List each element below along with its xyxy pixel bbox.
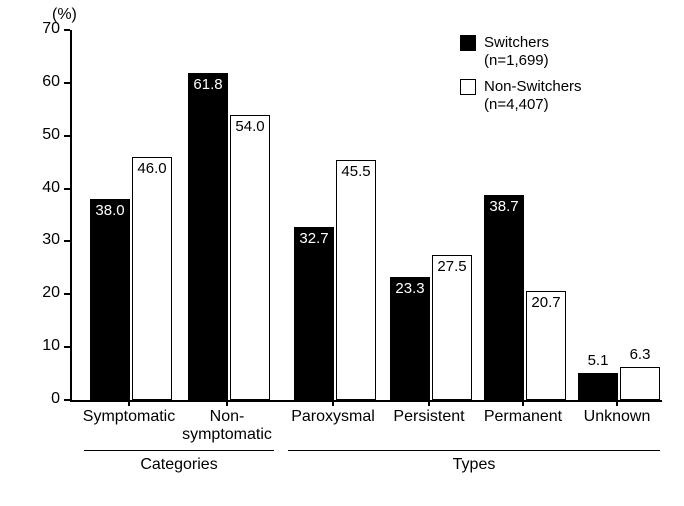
bar-value-label: 54.0 (230, 118, 270, 135)
x-tick (226, 400, 228, 406)
bar-switchers (90, 199, 130, 400)
bar-value-label: 27.5 (432, 258, 472, 275)
y-tick-label: 0 (30, 390, 60, 408)
y-tick-label: 70 (30, 20, 60, 38)
bar-non-switchers (432, 255, 472, 400)
x-axis-label: Non-symptomatic (172, 408, 282, 444)
bar-value-label: 32.7 (294, 230, 334, 247)
legend-text: Non-Switchers(n=4,407) (484, 78, 582, 114)
y-tick (64, 188, 70, 190)
legend-swatch (460, 35, 476, 51)
x-axis-label: Symptomatic (74, 408, 184, 426)
bar-value-label: 38.7 (484, 198, 524, 215)
chart-container: (%) 38.046.061.854.032.745.523.327.538.7… (0, 0, 684, 506)
bar-non-switchers (230, 115, 270, 400)
y-tick-label: 50 (30, 126, 60, 144)
bar-value-label: 5.1 (578, 352, 618, 369)
legend-text: Switchers(n=1,699) (484, 34, 549, 70)
bar-switchers (188, 73, 228, 400)
x-tick (616, 400, 618, 406)
group-label: Categories (84, 456, 274, 474)
legend: Switchers(n=1,699) Non-Switchers(n=4,407) (460, 34, 582, 122)
bar-value-label: 6.3 (620, 346, 660, 363)
y-tick (64, 240, 70, 242)
x-tick (332, 400, 334, 406)
y-tick-label: 20 (30, 284, 60, 302)
legend-swatch (460, 79, 476, 95)
x-tick (128, 400, 130, 406)
bar-non-switchers (336, 160, 376, 401)
group-label: Types (288, 456, 660, 474)
bar-switchers (578, 373, 618, 400)
group-underline (288, 450, 660, 451)
bar-switchers (484, 195, 524, 400)
bar-value-label: 46.0 (132, 160, 172, 177)
bar-value-label: 38.0 (90, 202, 130, 219)
y-tick-label: 30 (30, 231, 60, 249)
legend-item: Switchers(n=1,699) (460, 34, 582, 70)
y-tick-label: 60 (30, 73, 60, 91)
x-tick (428, 400, 430, 406)
y-tick (64, 346, 70, 348)
y-tick-label: 10 (30, 337, 60, 355)
y-tick (64, 135, 70, 137)
bar-value-label: 23.3 (390, 280, 430, 297)
bar-value-label: 45.5 (336, 163, 376, 180)
y-tick (64, 399, 70, 401)
y-tick (64, 29, 70, 31)
x-axis-label: Paroxysmal (278, 408, 388, 426)
bar-non-switchers (132, 157, 172, 400)
x-tick (522, 400, 524, 406)
y-tick-label: 40 (30, 179, 60, 197)
group-underline (84, 450, 274, 451)
bar-switchers (294, 227, 334, 400)
y-tick (64, 82, 70, 84)
y-tick (64, 293, 70, 295)
bar-value-label: 61.8 (188, 76, 228, 93)
x-axis-label: Unknown (562, 408, 672, 426)
bar-value-label: 20.7 (526, 294, 566, 311)
legend-item: Non-Switchers(n=4,407) (460, 78, 582, 114)
bar-non-switchers (620, 367, 660, 400)
